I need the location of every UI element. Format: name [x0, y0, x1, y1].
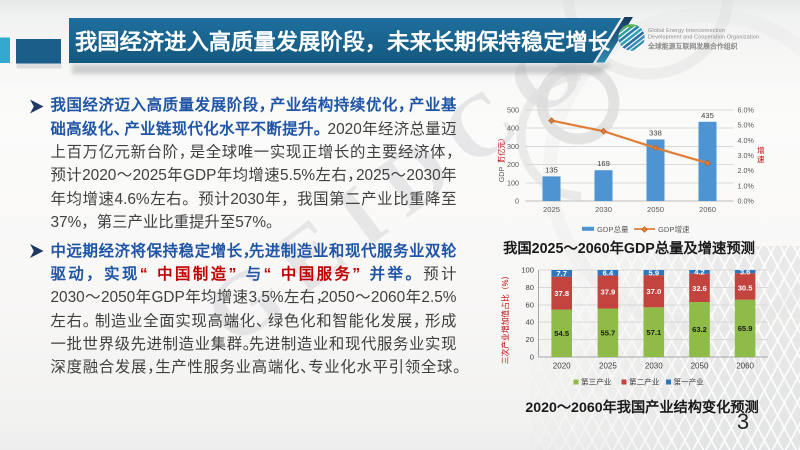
- svg-text:100: 100: [521, 266, 534, 275]
- svg-text:我国经济进入高质量发展阶段，未来长期保持稳定增长: 我国经济进入高质量发展阶段，未来长期保持稳定增长: [75, 29, 611, 55]
- svg-text:三次产业增加值占比（%）: 三次产业增加值占比（%）: [500, 272, 510, 365]
- svg-text:300: 300: [507, 142, 519, 151]
- svg-text:GDP（万亿元）: GDP（万亿元）: [497, 138, 506, 183]
- svg-text:3.6: 3.6: [740, 267, 751, 276]
- svg-text:Development and Cooperation Or: Development and Cooperation Organization: [648, 35, 759, 41]
- svg-text:全球能源互联网发展合作组织: 全球能源互联网发展合作组织: [647, 42, 738, 51]
- svg-text:2.0%: 2.0%: [738, 166, 755, 175]
- svg-text:5.9: 5.9: [649, 268, 660, 277]
- svg-text:37.9: 37.9: [601, 288, 616, 297]
- svg-text:32.6: 32.6: [692, 284, 707, 293]
- svg-text:200: 200: [507, 160, 519, 169]
- svg-text:37.0: 37.0: [646, 287, 661, 296]
- svg-text:435: 435: [701, 111, 714, 120]
- svg-text:2050: 2050: [647, 205, 664, 214]
- svg-text:2050: 2050: [691, 362, 709, 371]
- svg-text:500: 500: [507, 106, 519, 115]
- svg-text:5.0%: 5.0%: [738, 121, 755, 130]
- svg-text:增: 增: [757, 145, 765, 155]
- svg-text:第二产业: 第二产业: [629, 377, 660, 387]
- svg-text:169: 169: [597, 159, 610, 168]
- svg-text:80: 80: [526, 283, 534, 292]
- svg-text:2060: 2060: [736, 362, 754, 371]
- svg-text:63.2: 63.2: [692, 325, 707, 334]
- svg-text:第三产业: 第三产业: [581, 377, 612, 387]
- svg-text:0.0%: 0.0%: [738, 197, 755, 206]
- svg-text:2025: 2025: [543, 205, 560, 214]
- svg-text:0: 0: [530, 353, 534, 362]
- svg-text:Global Energy Interconnection: Global Energy Interconnection: [648, 28, 725, 34]
- svg-text:7.7: 7.7: [556, 269, 567, 278]
- svg-text:6.0%: 6.0%: [738, 106, 755, 115]
- svg-text:55.7: 55.7: [601, 329, 616, 338]
- svg-text:第一产业: 第一产业: [674, 377, 705, 387]
- svg-text:速: 速: [757, 155, 765, 164]
- svg-text:4.0%: 4.0%: [738, 136, 755, 145]
- svg-text:30.5: 30.5: [738, 284, 754, 293]
- svg-text:2060: 2060: [699, 205, 716, 214]
- svg-text:2020: 2020: [553, 362, 571, 371]
- svg-text:6.4: 6.4: [603, 269, 614, 278]
- svg-text:2030: 2030: [645, 362, 663, 371]
- svg-text:4.2: 4.2: [694, 268, 705, 277]
- svg-text:GDP总量: GDP总量: [597, 224, 629, 234]
- svg-text:37.8: 37.8: [554, 289, 569, 298]
- svg-text:0: 0: [515, 197, 519, 206]
- svg-text:3.0%: 3.0%: [738, 151, 755, 160]
- svg-text:338: 338: [649, 129, 662, 138]
- svg-text:400: 400: [507, 124, 519, 133]
- svg-text:1.0%: 1.0%: [738, 181, 755, 190]
- svg-text:GDP增速: GDP增速: [658, 224, 690, 234]
- svg-text:135: 135: [545, 165, 558, 174]
- svg-text:60: 60: [526, 300, 534, 309]
- svg-text:65.9: 65.9: [738, 324, 753, 333]
- svg-text:57.1: 57.1: [646, 328, 662, 337]
- svg-text:20: 20: [526, 335, 534, 344]
- svg-text:54.5: 54.5: [554, 329, 570, 338]
- svg-text:40: 40: [526, 318, 534, 327]
- svg-text:2025: 2025: [599, 362, 617, 371]
- svg-text:2030: 2030: [595, 205, 612, 214]
- svg-text:100: 100: [507, 178, 519, 187]
